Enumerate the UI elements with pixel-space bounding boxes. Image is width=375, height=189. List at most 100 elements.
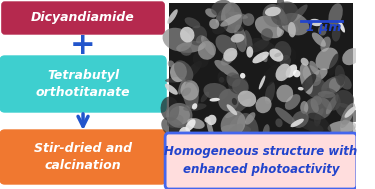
Ellipse shape: [300, 101, 308, 114]
Ellipse shape: [183, 61, 202, 81]
Ellipse shape: [342, 48, 360, 65]
Ellipse shape: [231, 34, 244, 43]
Ellipse shape: [318, 26, 326, 36]
Ellipse shape: [301, 58, 309, 66]
Ellipse shape: [345, 106, 356, 118]
Ellipse shape: [170, 62, 187, 82]
Ellipse shape: [286, 64, 297, 78]
Ellipse shape: [340, 103, 355, 128]
Ellipse shape: [267, 46, 296, 69]
Ellipse shape: [300, 63, 313, 94]
Ellipse shape: [320, 36, 331, 52]
Ellipse shape: [225, 99, 251, 118]
Text: +: +: [70, 30, 96, 60]
Ellipse shape: [244, 30, 253, 52]
Ellipse shape: [219, 77, 224, 83]
Ellipse shape: [165, 84, 178, 95]
Ellipse shape: [204, 83, 228, 100]
FancyBboxPatch shape: [2, 2, 164, 34]
Ellipse shape: [176, 41, 206, 53]
Ellipse shape: [335, 103, 360, 122]
Ellipse shape: [274, 41, 291, 61]
Ellipse shape: [221, 2, 242, 33]
Ellipse shape: [166, 103, 192, 128]
Ellipse shape: [220, 111, 246, 137]
Ellipse shape: [262, 55, 268, 62]
Ellipse shape: [293, 70, 300, 77]
Ellipse shape: [277, 18, 298, 33]
Text: Homogeneous structure with
enhanced photoactivity: Homogeneous structure with enhanced phot…: [164, 146, 358, 177]
Ellipse shape: [328, 121, 357, 133]
FancyBboxPatch shape: [0, 56, 166, 112]
Ellipse shape: [214, 60, 239, 78]
Ellipse shape: [265, 82, 275, 104]
Ellipse shape: [304, 97, 332, 120]
Ellipse shape: [285, 94, 300, 110]
Ellipse shape: [243, 13, 254, 26]
Ellipse shape: [169, 106, 190, 125]
Ellipse shape: [259, 76, 266, 89]
Ellipse shape: [298, 87, 304, 90]
Ellipse shape: [183, 103, 207, 111]
Ellipse shape: [326, 94, 339, 114]
Ellipse shape: [292, 111, 309, 128]
Ellipse shape: [255, 16, 284, 38]
Ellipse shape: [237, 113, 259, 144]
Ellipse shape: [245, 112, 255, 125]
Ellipse shape: [201, 91, 209, 102]
Ellipse shape: [220, 14, 242, 27]
Ellipse shape: [274, 53, 281, 57]
Ellipse shape: [276, 64, 291, 81]
Ellipse shape: [315, 108, 324, 122]
Ellipse shape: [276, 67, 295, 78]
Ellipse shape: [185, 119, 196, 131]
Ellipse shape: [228, 12, 248, 19]
Ellipse shape: [262, 124, 270, 140]
Ellipse shape: [168, 60, 174, 67]
Ellipse shape: [232, 98, 237, 105]
Ellipse shape: [277, 0, 284, 13]
Ellipse shape: [217, 71, 226, 86]
Ellipse shape: [211, 0, 231, 16]
Ellipse shape: [207, 115, 216, 125]
Ellipse shape: [312, 33, 326, 47]
Ellipse shape: [335, 90, 354, 108]
Ellipse shape: [271, 2, 298, 26]
Ellipse shape: [254, 101, 271, 120]
Ellipse shape: [209, 19, 219, 29]
Ellipse shape: [314, 113, 321, 126]
Ellipse shape: [328, 53, 339, 76]
Ellipse shape: [163, 28, 192, 51]
Ellipse shape: [318, 91, 335, 98]
Ellipse shape: [305, 76, 327, 99]
Ellipse shape: [247, 98, 259, 112]
Ellipse shape: [320, 88, 340, 111]
Ellipse shape: [167, 115, 184, 128]
Ellipse shape: [228, 74, 248, 94]
Ellipse shape: [204, 117, 211, 123]
Ellipse shape: [297, 119, 324, 132]
Ellipse shape: [280, 55, 291, 68]
Ellipse shape: [306, 113, 332, 140]
Ellipse shape: [303, 65, 321, 86]
Ellipse shape: [216, 6, 234, 26]
Ellipse shape: [276, 85, 293, 102]
Ellipse shape: [278, 7, 288, 25]
Ellipse shape: [232, 79, 249, 95]
Ellipse shape: [332, 27, 340, 42]
Ellipse shape: [240, 73, 245, 79]
Ellipse shape: [291, 119, 304, 127]
Ellipse shape: [212, 21, 228, 34]
Ellipse shape: [216, 35, 237, 56]
Ellipse shape: [188, 26, 207, 46]
Ellipse shape: [182, 88, 191, 96]
Ellipse shape: [179, 127, 190, 138]
Ellipse shape: [309, 61, 319, 75]
Ellipse shape: [184, 17, 200, 28]
Ellipse shape: [261, 28, 273, 41]
Ellipse shape: [187, 118, 205, 129]
Ellipse shape: [226, 104, 237, 115]
Ellipse shape: [328, 3, 343, 26]
Ellipse shape: [255, 97, 272, 113]
Ellipse shape: [174, 60, 194, 82]
